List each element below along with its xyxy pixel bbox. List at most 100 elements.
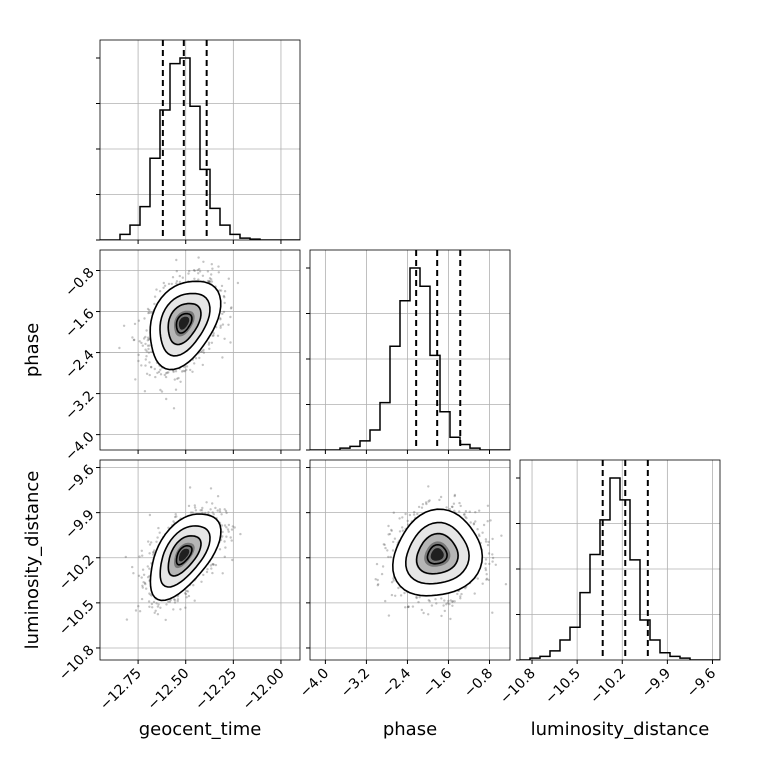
scatter-point [376, 584, 379, 587]
scatter-point [415, 596, 418, 600]
scatter-point [144, 335, 147, 339]
scatter-point [387, 614, 391, 617]
scatter-point [146, 344, 150, 347]
scatter-point [221, 312, 224, 315]
scatter-point [208, 277, 212, 280]
scatter-point [453, 494, 456, 498]
scatter-point [413, 510, 416, 514]
scatter-point [176, 598, 180, 601]
scatter-point [133, 322, 137, 326]
scatter-point [167, 371, 170, 374]
scatter-point [193, 504, 196, 507]
scatter-point [219, 324, 222, 327]
scatter-point [383, 543, 386, 546]
scatter-point [222, 310, 226, 314]
scatter-point [380, 572, 384, 576]
scatter-point [390, 581, 394, 584]
scatter-point [208, 347, 211, 350]
scatter-point [424, 501, 428, 504]
scatter-point [219, 326, 222, 329]
density-contour-1 [159, 292, 211, 357]
scatter-point [227, 323, 230, 326]
scatter-point [460, 592, 463, 596]
x-tick-label-phase: −3.2 [338, 666, 373, 701]
scatter-point [138, 555, 141, 558]
scatter-point [214, 506, 217, 510]
scatter-point [427, 599, 430, 602]
density-level-4 [430, 548, 444, 561]
scatter-point [146, 336, 150, 339]
scatter-point [137, 353, 140, 357]
scatter-point [481, 582, 484, 585]
scatter-point [118, 346, 121, 350]
scatter-point [201, 274, 205, 277]
scatter-point [149, 593, 152, 596]
scatter-point [231, 525, 234, 528]
density-level-4 [178, 548, 190, 562]
scatter-point [408, 513, 412, 517]
scatter-point [224, 546, 227, 549]
scatter-point [209, 564, 213, 567]
scatter-point [220, 524, 224, 527]
scatter-point [140, 597, 144, 601]
scatter-point [147, 347, 150, 351]
density-contour-3 [175, 312, 193, 334]
panel-frame [99, 39, 301, 241]
x-axis-title-geocent_time: geocent_time [139, 719, 262, 740]
scatter-point [229, 307, 233, 310]
scatter-point [189, 368, 192, 372]
scatter-point [391, 549, 395, 552]
scatter-point [465, 516, 468, 520]
scatter-point [453, 600, 456, 603]
scatter-point [153, 295, 157, 298]
scatter-point [212, 332, 215, 335]
scatter-point [212, 513, 215, 516]
scatter-point [159, 368, 162, 371]
scatter-point [185, 589, 188, 593]
scatter-point [172, 598, 176, 601]
scatter-point [179, 380, 182, 383]
scatter-point [416, 512, 419, 516]
scatter-point [122, 324, 126, 327]
scatter-point [428, 600, 431, 603]
x-axis-title-phase: phase [383, 719, 437, 740]
scatter-point [233, 526, 236, 529]
x-tick-label-geocent_time: −12.25 [192, 666, 240, 714]
scatter-point [229, 315, 232, 319]
density-contour-1 [159, 525, 211, 588]
scatter-point [174, 513, 177, 516]
scatter-point [225, 526, 228, 529]
scatter-point [458, 510, 461, 513]
scatter-point [223, 555, 226, 558]
scatter-point [206, 279, 210, 283]
scatter-point [155, 602, 158, 605]
scatter-point [494, 563, 497, 566]
scatter-point [212, 563, 215, 566]
scatter-point [230, 539, 233, 542]
scatter-point [427, 500, 430, 503]
scatter-point [141, 554, 144, 557]
scatter-point [207, 511, 210, 514]
scatter-point [487, 578, 490, 582]
scatter-point [222, 294, 226, 298]
scatter-point [468, 510, 471, 513]
scatter-point [214, 563, 218, 567]
scatter-point [500, 534, 503, 537]
scatter-point [412, 513, 416, 516]
scatter-point [230, 306, 233, 309]
scatter-point [220, 513, 223, 516]
scatter-point [125, 618, 129, 621]
scatter-point [197, 256, 200, 259]
scatter-point [202, 348, 205, 352]
y-tick-label-phase: −0.8 [62, 265, 97, 300]
scatter-point [448, 507, 451, 511]
scatter-point [148, 308, 151, 312]
scatter-point [208, 280, 211, 283]
scatter-point [209, 487, 213, 490]
scatter-point [184, 606, 187, 609]
scatter-point [134, 609, 138, 612]
scatter-point [145, 372, 149, 375]
scatter-point [141, 344, 144, 347]
scatter-point [420, 608, 423, 612]
scatter-point [472, 523, 476, 526]
